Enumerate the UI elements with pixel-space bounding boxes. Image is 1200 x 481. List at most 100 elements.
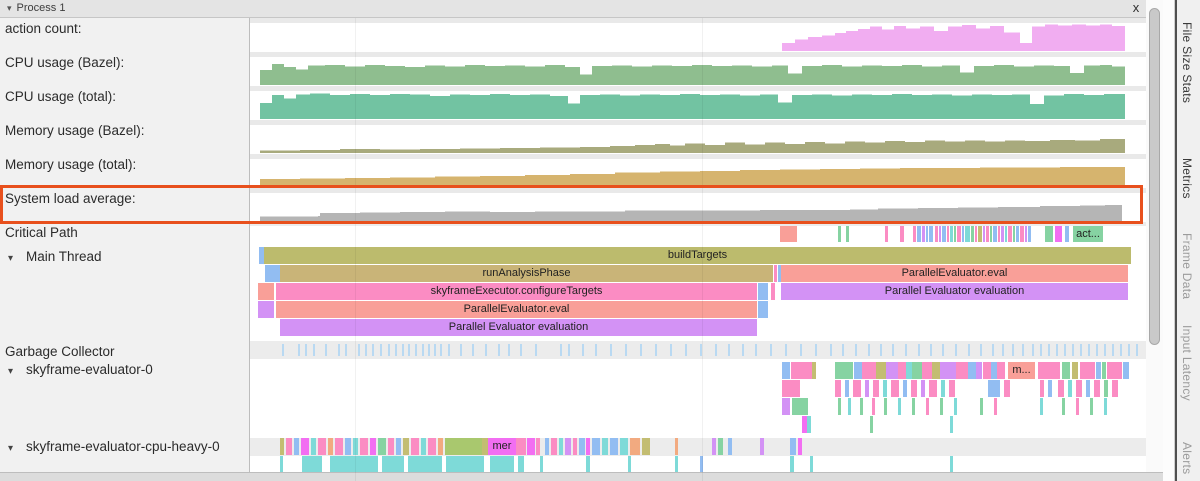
slice[interactable] xyxy=(1094,380,1100,397)
slice-mer[interactable]: mer xyxy=(488,438,516,455)
slice[interactable] xyxy=(968,362,976,379)
track-label-action-count[interactable]: action count: xyxy=(5,21,82,36)
slice[interactable] xyxy=(540,456,543,472)
gc-event-tick[interactable] xyxy=(1056,344,1058,356)
slice[interactable] xyxy=(911,380,917,397)
gc-event-tick[interactable] xyxy=(1022,344,1024,356)
slice[interactable] xyxy=(1040,398,1043,415)
slice[interactable] xyxy=(954,398,957,415)
slice[interactable] xyxy=(1104,398,1107,415)
counter-chart-action-count[interactable] xyxy=(250,23,1146,51)
slice[interactable] xyxy=(1123,362,1129,379)
slice[interactable] xyxy=(527,438,535,455)
slice[interactable] xyxy=(947,226,949,242)
gc-event-tick[interactable] xyxy=(508,344,510,356)
slice[interactable] xyxy=(983,226,985,242)
slice[interactable] xyxy=(782,398,790,415)
slice[interactable] xyxy=(345,438,351,455)
gc-event-tick[interactable] xyxy=(305,344,307,356)
slice[interactable] xyxy=(912,362,922,379)
slice[interactable] xyxy=(807,416,811,433)
slice[interactable] xyxy=(997,362,1005,379)
slice[interactable] xyxy=(280,456,283,472)
slice[interactable] xyxy=(382,456,404,472)
slice[interactable] xyxy=(929,226,933,242)
slice[interactable] xyxy=(396,438,401,455)
track-memory-usage-total[interactable] xyxy=(250,154,1146,188)
slice[interactable] xyxy=(798,438,802,455)
gc-event-tick[interactable] xyxy=(1088,344,1090,356)
gc-event-tick[interactable] xyxy=(1120,344,1122,356)
counter-chart-memory-usage-bazel[interactable] xyxy=(250,125,1146,153)
slice-parallel-evaluator-evaluation[interactable]: Parallel Evaluator evaluation xyxy=(781,283,1128,300)
slice[interactable] xyxy=(957,226,961,242)
slice[interactable] xyxy=(873,380,879,397)
slice[interactable] xyxy=(280,438,284,455)
gc-event-tick[interactable] xyxy=(868,344,870,356)
slice[interactable] xyxy=(318,438,326,455)
gc-event-tick[interactable] xyxy=(358,344,360,356)
track-label-cpu-usage-total[interactable]: CPU usage (total): xyxy=(5,89,116,104)
gc-event-tick[interactable] xyxy=(582,344,584,356)
slice[interactable] xyxy=(628,456,631,472)
slice[interactable] xyxy=(853,380,861,397)
gc-event-tick[interactable] xyxy=(670,344,672,356)
slice[interactable] xyxy=(906,362,912,379)
chevron-down-icon[interactable]: ▾ xyxy=(8,253,14,264)
process-collapse-toggle[interactable]: ▾ Process 1 xyxy=(7,2,65,14)
slice[interactable] xyxy=(700,456,703,472)
slice-parallelevaluator-eval[interactable]: ParallelEvaluator.eval xyxy=(276,301,757,318)
slice[interactable] xyxy=(780,226,797,242)
gc-event-tick[interactable] xyxy=(1080,344,1082,356)
slice[interactable] xyxy=(962,226,964,242)
slice[interactable] xyxy=(975,226,977,242)
slice[interactable] xyxy=(421,438,426,455)
gc-event-tick[interactable] xyxy=(1096,344,1098,356)
slice[interactable] xyxy=(917,226,921,242)
slice[interactable] xyxy=(860,398,863,415)
counter-chart-memory-usage-total[interactable] xyxy=(250,159,1146,187)
slice[interactable] xyxy=(620,438,628,455)
track-label-garbage-collector[interactable]: Garbage Collector xyxy=(5,344,115,359)
slice[interactable] xyxy=(258,301,274,318)
gc-event-tick[interactable] xyxy=(560,344,562,356)
gc-event-tick[interactable] xyxy=(905,344,907,356)
slice[interactable] xyxy=(998,226,1000,242)
gc-event-tick[interactable] xyxy=(830,344,832,356)
counter-chart-system-load-average[interactable] xyxy=(250,193,1146,221)
gc-event-tick[interactable] xyxy=(428,344,430,356)
slice[interactable] xyxy=(921,380,925,397)
slice[interactable] xyxy=(778,265,781,282)
slice[interactable] xyxy=(993,226,997,242)
slice[interactable] xyxy=(926,226,928,242)
gc-event-tick[interactable] xyxy=(325,344,327,356)
gc-event-tick[interactable] xyxy=(742,344,744,356)
gc-event-tick[interactable] xyxy=(498,344,500,356)
slice[interactable] xyxy=(782,380,800,397)
slice[interactable] xyxy=(259,247,264,264)
slice[interactable] xyxy=(370,438,376,455)
gc-event-tick[interactable] xyxy=(1040,344,1042,356)
track-label-main-thread[interactable]: ▾ Main Thread xyxy=(5,249,102,264)
slice[interactable] xyxy=(994,398,997,415)
slice[interactable] xyxy=(802,416,807,433)
slice[interactable] xyxy=(846,226,849,242)
slice[interactable] xyxy=(978,226,982,242)
slice[interactable] xyxy=(286,438,292,455)
gc-event-tick[interactable] xyxy=(892,344,894,356)
slice[interactable] xyxy=(922,226,925,242)
slice[interactable] xyxy=(602,438,608,455)
slice[interactable] xyxy=(586,438,590,455)
slice[interactable] xyxy=(438,438,443,455)
slice[interactable] xyxy=(913,226,916,242)
gc-event-tick[interactable] xyxy=(1064,344,1066,356)
gc-event-tick[interactable] xyxy=(655,344,657,356)
slice[interactable] xyxy=(835,362,853,379)
slice[interactable] xyxy=(771,283,775,300)
track-label-skyframe-evaluator-cpu-heavy-0[interactable]: ▾ skyframe-evaluator-cpu-heavy-0 xyxy=(5,439,220,454)
slice[interactable] xyxy=(579,438,585,455)
slice[interactable] xyxy=(411,438,419,455)
tab-input-latency[interactable]: Input Latency xyxy=(1180,325,1194,401)
gc-event-tick[interactable] xyxy=(380,344,382,356)
slice[interactable] xyxy=(942,226,946,242)
